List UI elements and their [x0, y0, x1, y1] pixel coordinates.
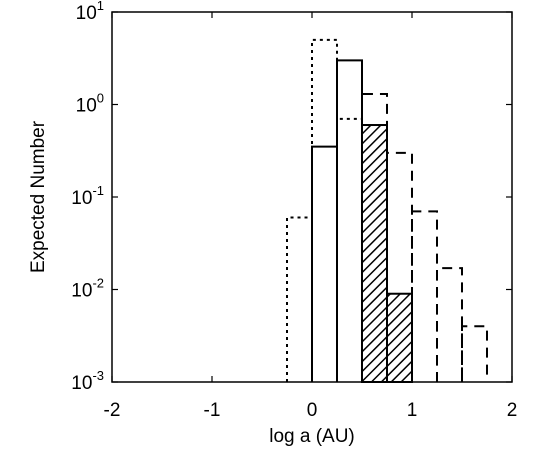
- histogram-bar: [411, 210, 438, 382]
- y-tick-base: 10: [76, 3, 97, 24]
- histogram-bar: [286, 216, 313, 382]
- y-axis-label: Expected Number: [28, 120, 49, 273]
- x-tick-label: 0: [307, 400, 318, 421]
- y-tick-label: 10-2: [71, 276, 104, 302]
- y-tick-label: 10-3: [71, 368, 104, 394]
- x-tick-label: -1: [204, 400, 221, 421]
- y-tick-exponent: -2: [92, 276, 104, 291]
- hatched-bar: [361, 124, 388, 384]
- y-tick-base: 10: [71, 373, 92, 394]
- histogram-bar: [436, 267, 463, 382]
- histogram-bar: [461, 325, 488, 382]
- y-tick-label: 100: [76, 91, 104, 117]
- hatched-bar: [386, 292, 413, 384]
- histogram-bar: [311, 38, 338, 382]
- x-tick-label: 1: [407, 400, 418, 421]
- y-tick-exponent: -3: [92, 368, 104, 383]
- y-tick-exponent: 1: [97, 0, 104, 13]
- histogram-bar: [311, 145, 338, 382]
- x-axis-label: log a (AU): [269, 426, 355, 447]
- y-tick-exponent: 0: [97, 91, 104, 106]
- y-tick-base: 10: [76, 96, 97, 117]
- histogram-bar: [386, 151, 413, 382]
- y-tick-label: 10-1: [71, 183, 104, 209]
- y-tick-base: 10: [71, 281, 92, 302]
- x-tick-label: -2: [104, 400, 121, 421]
- histogram-bar: [336, 117, 363, 382]
- y-tick-label: 101: [76, 0, 104, 24]
- y-tick-base: 10: [71, 188, 92, 209]
- x-tick-label: 2: [507, 400, 518, 421]
- y-tick-exponent: -1: [92, 183, 104, 198]
- histogram-bar: [336, 59, 363, 382]
